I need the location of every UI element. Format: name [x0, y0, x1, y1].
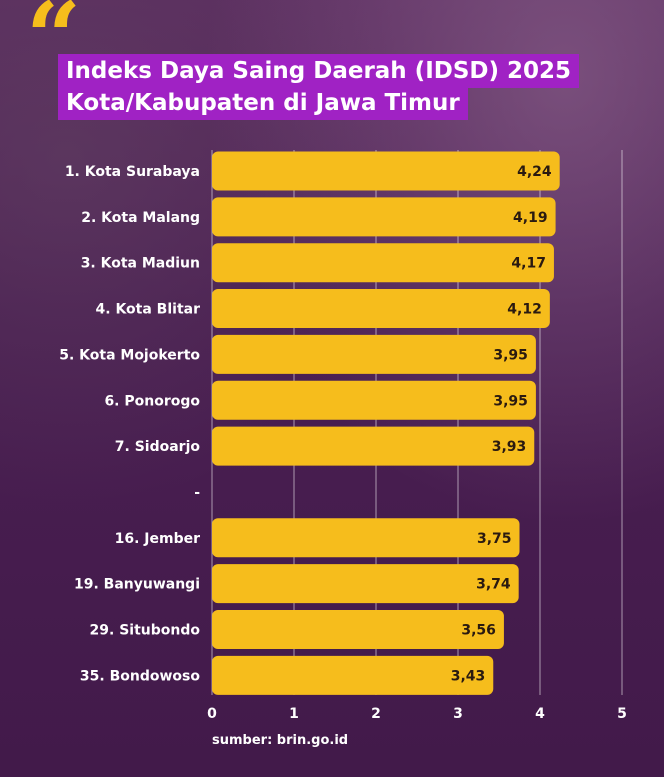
x-tick-label: 0 — [207, 706, 217, 722]
category-label: 35. Bondowoso — [80, 668, 200, 684]
value-label: 3,74 — [476, 577, 511, 593]
category-label: - — [194, 485, 200, 501]
chart-title-line-2: Kota/Kabupaten di Jawa Timur — [58, 86, 468, 120]
value-label: 3,95 — [493, 347, 528, 363]
category-label: 16. Jember — [115, 531, 200, 547]
value-label: 3,43 — [451, 668, 486, 684]
bar — [212, 197, 556, 237]
chart-title-line-1: Indeks Daya Saing Daerah (IDSD) 2025 — [58, 54, 580, 88]
value-label: 4,24 — [517, 164, 552, 180]
category-label: 4. Kota Blitar — [96, 302, 201, 318]
value-label: 4,17 — [511, 256, 546, 272]
category-label: 1. Kota Surabaya — [65, 164, 200, 180]
x-tick-label: 4 — [535, 706, 545, 722]
bar — [212, 610, 504, 649]
category-label: 5. Kota Mojokerto — [59, 347, 200, 363]
category-label: 2. Kota Malang — [81, 210, 200, 226]
bar — [212, 426, 535, 466]
bar — [212, 518, 520, 558]
bar — [212, 380, 536, 420]
x-tick-label: 5 — [617, 706, 627, 722]
value-label: 3,93 — [492, 439, 527, 455]
category-label: 7. Sidoarjo — [115, 439, 201, 455]
bar — [212, 564, 519, 604]
bar — [212, 334, 536, 374]
bar — [212, 151, 560, 191]
x-tick-label: 2 — [371, 706, 381, 722]
value-label: 3,95 — [493, 393, 528, 409]
bar — [212, 243, 554, 283]
x-tick-label: 1 — [289, 706, 299, 722]
bar — [212, 289, 550, 329]
category-label: 19. Banyuwangi — [74, 577, 200, 593]
category-label: 6. Ponorogo — [104, 393, 200, 409]
bar — [212, 655, 494, 695]
value-label: 4,19 — [513, 210, 548, 226]
x-tick-label: 3 — [453, 706, 463, 722]
value-label: 3,56 — [461, 623, 496, 639]
source-note: sumber: brin.go.id — [212, 733, 349, 748]
value-label: 3,75 — [477, 531, 512, 547]
category-label: 29. Situbondo — [90, 623, 201, 639]
category-label: 3. Kota Madiun — [81, 256, 200, 272]
value-label: 4,12 — [507, 302, 542, 318]
